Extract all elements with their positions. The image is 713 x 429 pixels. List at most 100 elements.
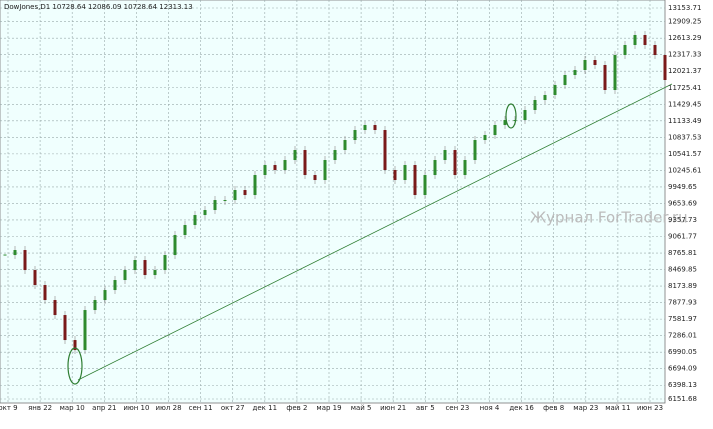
watermark: Журнал ForTrader.ru xyxy=(530,209,688,227)
y-tick-label: 9061.77 xyxy=(668,232,697,240)
candle xyxy=(663,55,667,81)
x-tick-label: сен 11 xyxy=(189,404,213,412)
x-tick-label: июн 21 xyxy=(380,404,406,412)
y-tick-label: 11429.45 xyxy=(668,100,701,108)
candle xyxy=(263,165,267,176)
y-tick-label: 10541.57 xyxy=(668,150,701,158)
candle xyxy=(113,280,117,291)
candle xyxy=(493,125,497,136)
candle xyxy=(123,270,127,281)
x-tick-label: мар 10 xyxy=(60,404,85,412)
x-tick-label: авг 5 xyxy=(416,404,435,412)
candle xyxy=(103,290,107,301)
candle xyxy=(33,270,37,286)
y-tick-label: 13153.71 xyxy=(668,4,701,12)
candle xyxy=(83,310,87,351)
candle xyxy=(443,150,447,161)
candle xyxy=(183,225,187,236)
candle xyxy=(313,175,317,181)
candle xyxy=(623,45,627,56)
candle xyxy=(613,55,617,91)
candle xyxy=(463,160,467,176)
candle xyxy=(433,160,437,176)
candle xyxy=(483,135,487,141)
candle xyxy=(223,200,227,202)
plot-area xyxy=(0,0,666,404)
candle xyxy=(603,65,607,91)
candle xyxy=(653,45,657,56)
y-tick-label: 7581.97 xyxy=(668,315,697,323)
candle xyxy=(13,250,17,256)
x-tick-label: июн 10 xyxy=(123,404,149,412)
candle xyxy=(3,254,7,256)
x-tick-label: май 5 xyxy=(351,404,372,412)
y-tick-label: 7877.93 xyxy=(668,299,697,307)
candle xyxy=(393,170,397,181)
candle xyxy=(343,140,347,151)
candle xyxy=(53,300,57,316)
candle xyxy=(253,175,257,196)
candle xyxy=(543,95,547,101)
candle xyxy=(303,150,307,176)
x-tick-label: фев 2 xyxy=(286,404,307,412)
y-tick-label: 11133.49 xyxy=(668,117,701,125)
x-tick-label: июн 23 xyxy=(637,404,663,412)
candle xyxy=(643,35,647,46)
y-tick-label: 8173.89 xyxy=(668,282,697,290)
y-tick-label: 12613.29 xyxy=(668,34,701,42)
candle xyxy=(93,300,97,311)
candle xyxy=(233,190,237,201)
x-tick-label: июл 28 xyxy=(155,404,181,412)
candle xyxy=(163,255,167,271)
candle xyxy=(353,130,357,141)
candle xyxy=(63,315,67,341)
y-tick-label: 6694.09 xyxy=(668,365,697,373)
candle xyxy=(473,140,477,161)
candle xyxy=(513,120,517,122)
y-tick-label: 6151.68 xyxy=(668,395,697,403)
x-tick-label: апр 21 xyxy=(92,404,116,412)
candle xyxy=(323,160,327,181)
candle xyxy=(533,100,537,111)
candle xyxy=(143,260,147,276)
candle xyxy=(633,35,637,46)
x-tick-label: дек 16 xyxy=(509,404,534,412)
chart-title: DowJones,D1 10728.64 12086.09 10728.64 1… xyxy=(4,3,193,11)
candle xyxy=(373,125,377,131)
y-tick-label: 10245.61 xyxy=(668,166,701,174)
y-tick-label: 11725.41 xyxy=(668,84,701,92)
x-tick-label: мар 23 xyxy=(573,404,598,412)
candle xyxy=(43,285,47,301)
y-tick-label: 10837.53 xyxy=(668,133,701,141)
x-tick-label: сен 23 xyxy=(445,404,469,412)
candle xyxy=(573,70,577,76)
candle xyxy=(173,235,177,256)
candle xyxy=(403,165,407,181)
highlight-ellipse xyxy=(67,347,83,385)
candle xyxy=(23,250,27,271)
y-tick-label: 6990.05 xyxy=(668,348,697,356)
candle xyxy=(503,120,507,126)
x-tick-label: май 11 xyxy=(605,404,630,412)
x-tick-label: фев 8 xyxy=(543,404,564,412)
y-tick-label: 6398.13 xyxy=(668,381,697,389)
candle xyxy=(133,260,137,271)
trend-line xyxy=(77,83,673,381)
y-tick-label: 7286.01 xyxy=(668,332,697,340)
x-tick-label: дек 11 xyxy=(253,404,278,412)
candle xyxy=(243,190,247,196)
candle xyxy=(193,215,197,226)
candle xyxy=(583,60,587,71)
candle xyxy=(413,165,417,196)
y-tick-label: 8765.81 xyxy=(668,249,697,257)
candle xyxy=(563,75,567,86)
y-tick-label: 9653.69 xyxy=(668,199,697,207)
x-tick-label: окт 9 xyxy=(0,404,18,412)
candle xyxy=(293,150,297,161)
candle xyxy=(333,150,337,161)
candle xyxy=(453,150,457,176)
candle xyxy=(383,130,387,171)
x-tick-label: янв 22 xyxy=(28,404,52,412)
candle xyxy=(203,210,207,216)
